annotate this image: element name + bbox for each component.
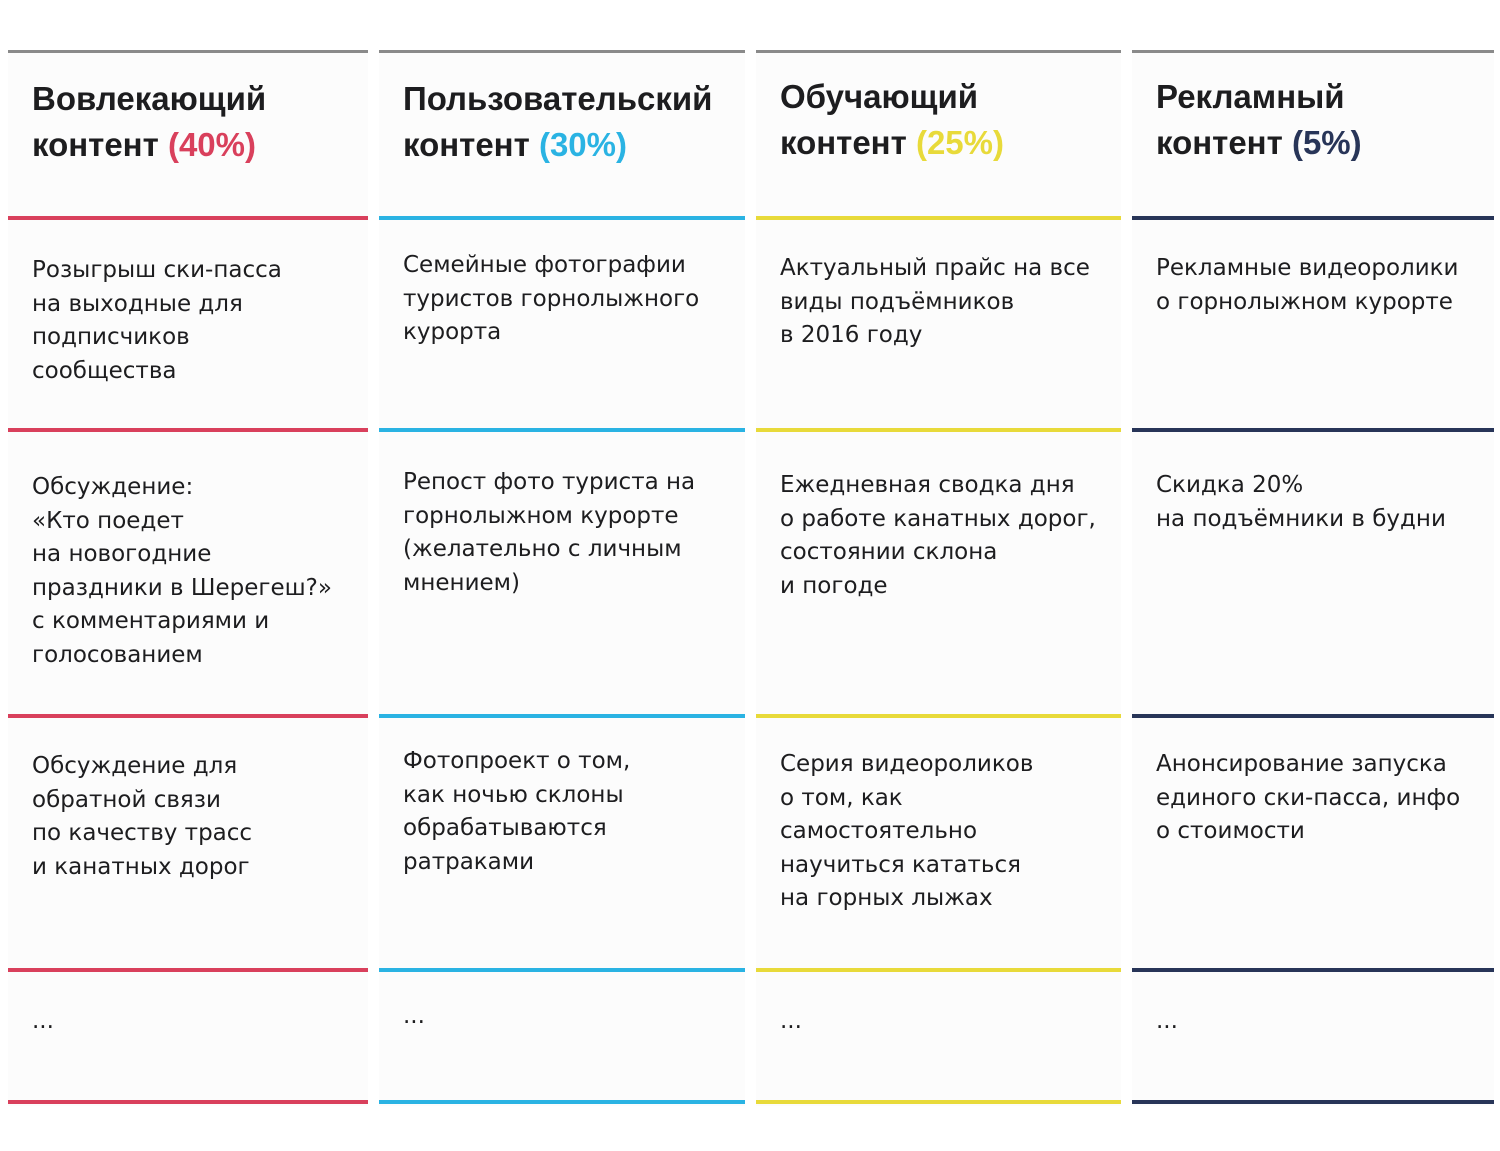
content-cell: Фотопроект о том, как ночью склоны обраб… — [403, 748, 631, 875]
content-cell: Актуальный прайс на все виды подъёмников… — [780, 255, 1090, 349]
column-top-border — [1132, 50, 1494, 53]
row-divider — [379, 216, 745, 220]
row-divider — [1132, 968, 1494, 972]
content-cell: Скидка 20% на подъёмники в будни — [1156, 472, 1446, 532]
row-divider — [1132, 216, 1494, 220]
content-cell: ... — [1156, 1008, 1178, 1034]
content-cell: Обсуждение для обратной связи по качеств… — [32, 753, 253, 880]
row-divider — [8, 968, 368, 972]
row-divider — [1132, 714, 1494, 718]
row-divider — [379, 1100, 745, 1104]
column-title-text: Вовлекающий контент — [32, 80, 267, 163]
column-title: Пользовательский контент (30%) — [403, 76, 737, 168]
column-percent: (25%) — [915, 124, 1004, 161]
column-title-text: Обучающий контент — [780, 78, 979, 161]
content-cell: ... — [780, 1008, 802, 1034]
column-percent: (5%) — [1291, 124, 1362, 161]
column-title: Обучающий контент (25%) — [780, 74, 1113, 166]
row-divider — [756, 968, 1121, 972]
row-divider — [8, 1100, 368, 1104]
column-top-border — [756, 50, 1121, 53]
column-top-border — [8, 50, 368, 53]
row-divider — [379, 968, 745, 972]
column-percent: (40%) — [167, 126, 256, 163]
column-title-text: Рекламный контент — [1156, 78, 1345, 161]
content-cell: Анонсирование запуска единого ски-пасса,… — [1156, 751, 1461, 845]
content-cell: Рекламные видеоролики о горнолыжном куро… — [1156, 255, 1459, 315]
row-divider — [8, 216, 368, 220]
row-divider — [8, 714, 368, 718]
column-title: Вовлекающий контент (40%) — [32, 76, 360, 168]
content-cell: Семейные фотографии туристов горнолыжног… — [403, 252, 700, 346]
column-top-border — [379, 50, 745, 53]
column-3: Обучающий контент (25%) Актуальный прайс … — [756, 50, 1121, 1106]
column-2: Пользовательский контент (30%) Семейные ф… — [379, 50, 745, 1106]
content-cell: Ежедневная сводка дня о работе канатных … — [780, 472, 1096, 599]
column-title-text: Пользовательский контент — [403, 80, 713, 163]
content-cell: ... — [32, 1008, 54, 1034]
content-cell: Розыгрыш ски-пасса на выходные для подпи… — [32, 257, 282, 384]
column-4: Рекламный контент (5%) Рекламные видеорол… — [1132, 50, 1494, 1106]
content-cell: ... — [403, 1003, 425, 1029]
column-title: Рекламный контент (5%) — [1156, 74, 1486, 166]
column-percent: (30%) — [538, 126, 627, 163]
row-divider — [756, 1100, 1121, 1104]
content-cell: Серия видеороликов о том, как самостояте… — [780, 751, 1034, 912]
row-divider — [756, 428, 1121, 432]
row-divider — [1132, 1100, 1494, 1104]
row-divider — [756, 714, 1121, 718]
row-divider — [8, 428, 368, 432]
content-cell: Репост фото туриста на горнолыжном курор… — [403, 469, 696, 596]
row-divider — [379, 428, 745, 432]
column-1: Вовлекающий контент (40%) Розыгрыш ски-па… — [8, 50, 368, 1106]
row-divider — [1132, 428, 1494, 432]
content-cell: Обсуждение: «Кто поедет на новогодние пр… — [32, 474, 332, 668]
row-divider — [379, 714, 745, 718]
row-divider — [756, 216, 1121, 220]
